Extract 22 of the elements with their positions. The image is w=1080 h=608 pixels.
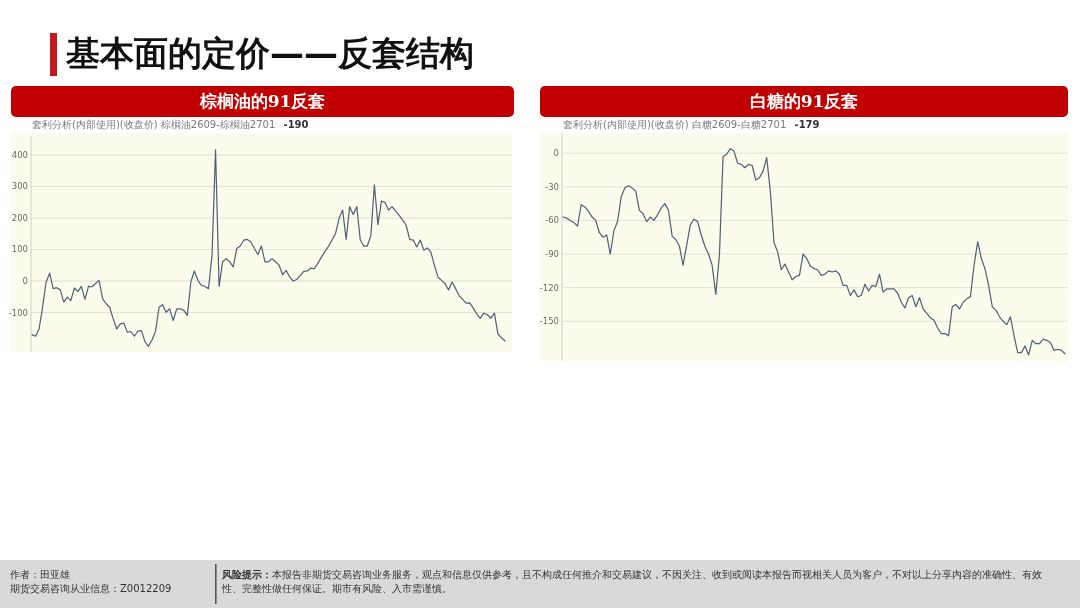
text: 期货交易咨询从业信息：Z0012209	[10, 582, 172, 595]
y-tick-label: 0	[22, 276, 28, 287]
chart-subtitle: 套利分析(内部使用)(收盘价) 白糖2609-白糖2701 -179	[563, 119, 820, 131]
chart-subtitle: 套利分析(内部使用)(收盘价) 棕榈油2609-棕榈油2701 -190	[32, 119, 309, 131]
text: 作者：田亚雄	[10, 568, 70, 581]
y-tick-label: -30	[545, 181, 559, 192]
y-tick-label: 100	[11, 244, 28, 255]
chart-title: 白糖的91反套	[749, 91, 859, 111]
y-tick-label: 300	[11, 181, 28, 192]
y-tick-label: 0	[553, 148, 559, 159]
y-tick-label: -150	[539, 316, 559, 327]
text: 基本面的定价——反套结构	[66, 32, 474, 74]
line-series	[562, 148, 1066, 356]
y-tick-label: -60	[545, 215, 559, 226]
line-series	[31, 149, 506, 347]
chart-title: 棕榈油的91反套	[199, 91, 326, 111]
y-tick-label: -90	[545, 249, 559, 260]
y-tick-label: -100	[8, 307, 28, 318]
text: 风险提示：本报告非期货交易咨询业务服务，观点和信息仅供参考，且不构成任何推介和交易建议，不因关注、收到或阅读本报告而视相关人员为客户，不对以上分享内容的准确性、有效性、完整性做任何保证。期市有风险、入市需谨慎。	[222, 568, 1043, 596]
y-tick-label: -120	[539, 282, 559, 293]
y-tick-label: 400	[11, 149, 28, 160]
y-tick-label: 200	[11, 212, 28, 223]
